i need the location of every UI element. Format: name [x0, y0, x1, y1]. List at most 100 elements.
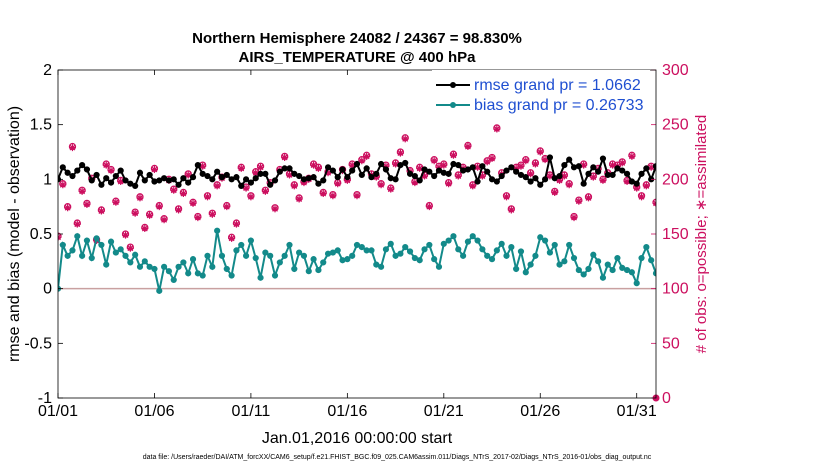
rmse-point: [527, 178, 534, 185]
rmse-point: [566, 156, 573, 163]
obs-assimilated-marker: [136, 194, 144, 202]
bias-point: [204, 252, 211, 259]
bias-point: [276, 259, 283, 266]
bias-point: [247, 237, 255, 244]
bias-point: [479, 246, 486, 253]
obs-possible-marker: [58, 232, 62, 240]
obs-possible-marker: [652, 198, 656, 206]
obs-assimilated-glyph: [136, 194, 144, 202]
obs-assimilated-glyph: [228, 234, 236, 242]
rmse-point: [469, 164, 476, 171]
obs-assimilated-glyph: [83, 200, 91, 208]
obs-assimilated-marker: [228, 234, 236, 242]
y-left-tick-label: 0.5: [30, 226, 52, 243]
obs-assimilated-glyph: [638, 193, 646, 201]
obs-assimilated-marker: [141, 225, 149, 233]
rmse-point: [160, 175, 168, 182]
bias-point: [64, 252, 71, 259]
obs-assimilated-marker: [618, 159, 626, 167]
rmse-point: [378, 160, 385, 168]
rmse-point: [614, 165, 621, 172]
obs-assimilated-glyph: [363, 152, 371, 160]
rmse-point: [595, 168, 602, 175]
rmse-point: [411, 172, 418, 180]
legend-marker-0: [450, 82, 456, 88]
bias-point: [614, 254, 621, 262]
obs-assimilated-marker: [353, 192, 361, 200]
obs-assimilated-marker: [285, 171, 293, 179]
rmse-point: [643, 165, 650, 172]
rmse-point: [421, 166, 428, 173]
obs-assimilated-marker: [252, 169, 260, 177]
rmse-point: [431, 172, 438, 180]
rmse-point: [508, 164, 515, 171]
obs-assimilated-marker: [68, 144, 76, 152]
rmse-point: [252, 175, 259, 182]
obs-assimilated-glyph: [271, 205, 279, 213]
obs-assimilated-marker: [97, 207, 105, 215]
rmse-point: [83, 166, 91, 173]
obs-assimilated-glyph: [469, 182, 477, 190]
bias-point: [546, 249, 554, 256]
obs-assimilated-marker: [430, 157, 438, 165]
rmse-point: [122, 177, 129, 184]
obs-assimilated-marker: [295, 195, 303, 203]
obs-assimilated-glyph: [257, 163, 265, 171]
obs-assimilated-glyph: [68, 144, 76, 152]
obs-assimilated-marker: [242, 184, 250, 192]
rmse-point: [69, 172, 76, 180]
obs-assimilated-marker: [551, 188, 559, 196]
y-left-tick-label: 1: [43, 171, 52, 188]
obs-assimilated-glyph: [170, 186, 178, 194]
obs-assimilated-marker: [189, 199, 197, 207]
bias-point: [79, 252, 86, 259]
obs-assimilated-glyph: [358, 157, 366, 165]
obs-assimilated-glyph: [131, 209, 139, 217]
obs-assimilated-marker: [271, 205, 279, 213]
rmse-point: [286, 165, 293, 172]
obs-assimilated-marker: [507, 206, 515, 214]
bias-point: [286, 241, 293, 249]
obs-assimilated-marker: [223, 203, 231, 211]
bias-point: [122, 252, 129, 259]
obs-assimilated-glyph: [527, 170, 535, 178]
obs-assimilated-marker: [454, 172, 462, 180]
obs-assimilated-marker: [440, 161, 448, 169]
rmse-point: [551, 175, 558, 182]
rmse-point: [623, 170, 631, 177]
obs-assimilated-glyph: [310, 161, 318, 169]
obs-assimilated-marker: [541, 156, 549, 164]
obs-assimilated-glyph: [387, 185, 395, 193]
obs-assimilated-glyph: [435, 163, 443, 171]
bias-point: [484, 252, 491, 259]
obs-assimilated-glyph: [551, 188, 559, 196]
obs-assimilated-glyph: [242, 184, 250, 192]
rmse-point: [599, 155, 607, 162]
bias-point: [59, 241, 66, 249]
bias-point: [189, 256, 197, 263]
obs-assimilated-marker: [175, 206, 183, 214]
obs-assimilated-marker: [396, 149, 404, 157]
obs-assimilated-glyph: [64, 204, 72, 212]
rmse-point: [445, 170, 452, 177]
obs-assimilated-glyph: [295, 195, 303, 203]
rmse-point: [74, 167, 81, 174]
obs-assimilated-marker: [73, 220, 81, 228]
obs-assimilated-glyph: [474, 163, 482, 171]
bias-point: [503, 252, 510, 259]
obs-assimilated-marker: [343, 176, 351, 184]
obs-assimilated-glyph: [411, 179, 419, 187]
rmse-point: [479, 163, 486, 170]
obs-assimilated-marker: [107, 167, 115, 175]
rmse-point: [185, 179, 192, 186]
obs-assimilated-marker: [478, 172, 486, 180]
obs-assimilated-marker: [464, 143, 472, 151]
y-right-tick-label: 50: [662, 335, 680, 352]
bias-point: [570, 254, 578, 262]
obs-assimilated-glyph: [642, 182, 650, 190]
bias-point: [349, 252, 356, 259]
obs-assimilated-marker: [560, 172, 568, 180]
obs-assimilated-marker: [184, 171, 192, 179]
bias-point: [214, 227, 221, 234]
bias-point: [353, 241, 361, 249]
